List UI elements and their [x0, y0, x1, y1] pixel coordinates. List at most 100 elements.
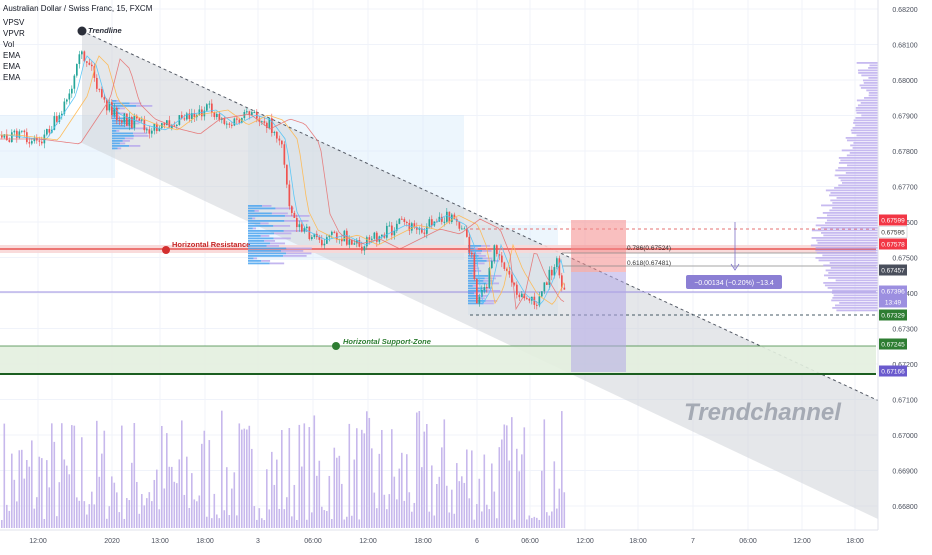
vpsv-bar — [248, 207, 276, 210]
volume-bar — [236, 515, 238, 528]
volume-bar — [463, 482, 466, 528]
vpsv-bar — [264, 240, 276, 242]
vpvr-bar — [831, 299, 878, 302]
trendline-anchor-dot[interactable] — [77, 26, 87, 36]
candle — [31, 141, 33, 144]
candle — [363, 246, 366, 251]
candle — [168, 120, 171, 129]
indicator-vol[interactable]: Vol — [3, 40, 14, 49]
volume-bar — [61, 423, 63, 528]
candle — [381, 234, 383, 237]
volume-bar — [216, 514, 218, 528]
volume-bar — [316, 475, 318, 528]
vpvr-bar — [855, 107, 878, 109]
vpsv-bar — [266, 245, 280, 247]
candle — [78, 54, 81, 65]
volume-bar — [413, 502, 416, 528]
volume-bar — [551, 511, 553, 528]
candle — [336, 232, 338, 240]
vpvr-bar — [823, 282, 878, 284]
volume-bar — [518, 471, 521, 528]
candle — [258, 118, 261, 122]
volume-bar — [308, 427, 311, 528]
vpvr-bar — [855, 109, 878, 112]
indicator-ema-1[interactable]: EMA — [3, 51, 21, 60]
position-target-zone[interactable] — [571, 272, 626, 372]
volume-bar — [128, 500, 131, 528]
volume-bar — [421, 467, 423, 528]
vpsv-bar — [136, 105, 153, 107]
support-marker-dot[interactable] — [332, 342, 340, 350]
candle — [396, 223, 398, 231]
volume-bar — [431, 465, 433, 528]
vpvr-bar — [846, 139, 878, 142]
volume-bar — [403, 500, 406, 528]
vpsv-bar — [269, 262, 285, 265]
resistance-marker-dot[interactable] — [162, 246, 170, 254]
candle — [288, 184, 291, 207]
time-axis[interactable] — [0, 530, 932, 550]
candle — [151, 130, 153, 134]
vpvr-bar — [863, 82, 878, 84]
vpvr-bar — [816, 239, 878, 242]
volume-bar — [228, 515, 231, 528]
vpsv-bar — [473, 265, 478, 267]
volume-bar — [468, 498, 471, 528]
vpvr-bar — [811, 229, 878, 232]
vpsv-bar — [253, 257, 258, 260]
symbol-title[interactable]: Australian Dollar / Swiss Franc, 15, FXC… — [3, 4, 153, 13]
indicator-vpsv[interactable]: VPSV — [3, 18, 25, 27]
position-stop-zone[interactable] — [571, 220, 626, 272]
candle — [223, 118, 226, 124]
candle — [563, 287, 566, 290]
vpvr-bar — [857, 104, 878, 107]
vpsv-bar — [273, 237, 291, 240]
volume-bar — [553, 461, 556, 528]
candle — [331, 231, 333, 235]
volume-bar — [113, 482, 116, 528]
candle — [81, 51, 83, 55]
volume-bar — [53, 441, 56, 528]
vpvr-bar — [832, 202, 878, 204]
volume-bar — [496, 518, 498, 528]
measure-label-box[interactable] — [686, 275, 782, 289]
vpsv-bar — [248, 237, 274, 240]
volume-bar — [38, 456, 41, 528]
vpvr-bar — [830, 192, 878, 194]
vpvr-bar — [817, 242, 878, 244]
vpvr-bar — [820, 227, 878, 229]
vpvr-bar — [838, 167, 878, 169]
volume-bar — [538, 519, 541, 528]
time-tick-label: 06:00 — [739, 538, 757, 545]
vpvr-bar — [822, 212, 878, 214]
volume-bar — [178, 459, 181, 528]
volume-bar — [406, 454, 408, 528]
candle — [526, 298, 528, 300]
candle — [293, 212, 296, 218]
volume-bar — [343, 519, 346, 528]
candle — [41, 141, 43, 144]
volume-bar — [483, 454, 486, 528]
vpsv-bar — [248, 247, 287, 250]
volume-bar — [136, 481, 138, 528]
time-tick-label: 06:00 — [304, 538, 322, 545]
volume-bar — [351, 515, 353, 528]
candle — [38, 140, 41, 142]
candle — [431, 219, 433, 226]
candle — [361, 246, 363, 251]
volume-bar — [156, 469, 158, 528]
vpvr-bar — [869, 64, 878, 67]
candle — [158, 128, 161, 132]
vpsv-bar — [116, 100, 120, 102]
vpsv-bar — [112, 130, 117, 132]
vpvr-bar — [832, 289, 878, 292]
indicator-ema-3[interactable]: EMA — [3, 73, 21, 82]
candle — [536, 304, 538, 306]
indicator-ema-2[interactable]: EMA — [3, 62, 21, 71]
support-zone[interactable] — [0, 346, 876, 374]
volume-bar — [321, 506, 323, 528]
volume-bar — [91, 491, 93, 528]
trendchannel-watermark: Trendchannel — [684, 399, 842, 426]
indicator-vpvr[interactable]: VPVR — [3, 29, 25, 38]
